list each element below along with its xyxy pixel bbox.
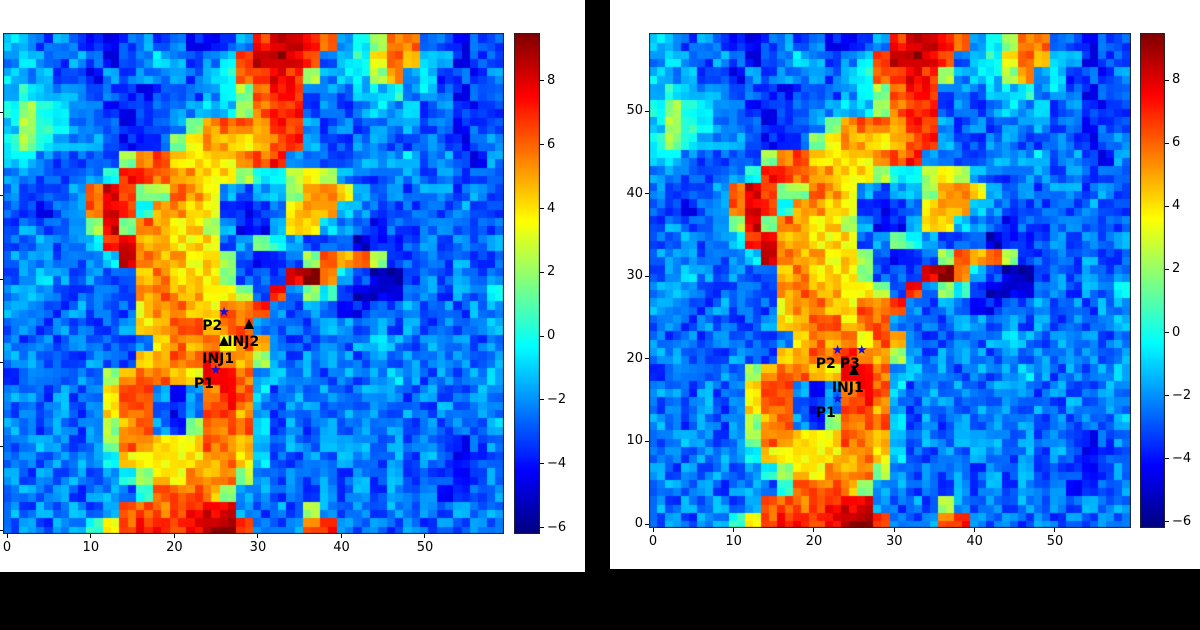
heatmap-right — [649, 33, 1131, 528]
colorbar-tick — [1165, 458, 1169, 460]
x-tick-label: 50 — [416, 540, 434, 555]
colorbar-tick — [540, 527, 544, 529]
colorbar-tick — [1165, 332, 1169, 334]
y-tick-label: 30 — [626, 268, 643, 284]
y-tick-label: 20 — [626, 350, 643, 366]
x-tick-label: 40 — [966, 534, 983, 549]
producer-star-icon: ★ — [831, 342, 844, 358]
y-tick — [0, 111, 3, 113]
x-tick-label: 10 — [82, 540, 100, 555]
x-tick — [973, 528, 975, 532]
colorbar-tick — [540, 463, 544, 465]
x-tick — [424, 534, 426, 538]
producer-star-icon: ★ — [218, 304, 230, 320]
colorbar-tick-label: 8 — [547, 72, 556, 88]
x-tick — [1054, 528, 1056, 532]
x-tick-label: 0 — [2, 540, 12, 555]
colorbar-tick-label: −4 — [547, 455, 567, 471]
colorbar-tick-label: 8 — [1172, 72, 1181, 88]
colorbar-tick-label: 6 — [1172, 135, 1181, 151]
colorbar-tick — [1165, 395, 1169, 397]
y-tick — [0, 529, 3, 531]
colorbar-tick — [540, 144, 544, 146]
x-tick — [813, 528, 815, 532]
colorbar-tick-label: 2 — [547, 264, 556, 280]
x-tick — [732, 528, 734, 532]
y-tick — [645, 275, 649, 277]
x-tick-label: 0 — [648, 534, 658, 549]
y-tick — [645, 523, 649, 525]
x-tick — [340, 534, 342, 538]
x-tick-label: 10 — [725, 534, 742, 549]
colorbar-tick — [540, 208, 544, 209]
y-tick-label: 10 — [626, 433, 643, 449]
injector-triangle-icon — [219, 336, 230, 347]
figure-right: 0 10 20 30 40 50 0 10 20 30 40 50 8 6 4 2 0 −2 −4 −6 ★ P2 ★ P3 I… — [610, 0, 1200, 569]
x-tick — [6, 534, 8, 538]
well-label-inj1: INJ1 — [202, 351, 235, 368]
y-tick-label: 40 — [626, 185, 643, 201]
x-tick-label: 20 — [805, 534, 823, 549]
colorbar-tick-label: 6 — [547, 136, 556, 152]
colorbar-tick — [1165, 521, 1169, 523]
colorbar-tick — [1165, 79, 1169, 81]
x-tick — [893, 528, 895, 532]
colorbar-tick-label: −6 — [547, 519, 567, 535]
y-tick — [0, 278, 3, 280]
producer-star-icon: ★ — [855, 342, 868, 358]
colorbar-tick — [1165, 205, 1169, 207]
well-label-inj1: INJ1 — [831, 380, 864, 397]
colorbar-tick-label: 2 — [1172, 261, 1181, 277]
colorbar-tick — [540, 335, 544, 337]
well-label-inj2: INJ2 — [227, 334, 260, 351]
y-tick-label: 50 — [626, 103, 643, 119]
colorbar-tick-label: 4 — [547, 200, 556, 216]
heatmap-left — [3, 33, 504, 534]
y-tick — [0, 362, 3, 364]
figure-left: 0 10 20 30 40 50 8 6 4 2 0 −2 −4 −6 ★ P2 ★ P1 INJ1 INJ2 — [0, 0, 585, 572]
colorbar-tick-label: −4 — [1172, 450, 1192, 466]
colorbar-tick-label: −6 — [1172, 513, 1192, 529]
x-tick — [90, 534, 92, 538]
injector-triangle-icon — [848, 365, 859, 376]
y-tick — [645, 440, 649, 442]
y-tick — [0, 195, 3, 197]
colorbar-tick-label: −2 — [547, 391, 567, 407]
colorbar-tick — [540, 80, 544, 82]
x-tick — [257, 534, 259, 538]
x-tick-label: 30 — [886, 534, 903, 549]
colorbar-tick-label: −2 — [1172, 387, 1192, 403]
x-tick-label: 30 — [249, 540, 267, 555]
colorbar-tick — [540, 271, 544, 273]
well-label-p2: P2 — [815, 355, 836, 372]
y-tick — [645, 193, 649, 195]
y-tick — [645, 358, 649, 360]
injector-triangle-icon — [244, 319, 255, 330]
colorbar-tick-label: 4 — [1172, 198, 1181, 214]
colorbar-right — [1140, 33, 1165, 528]
x-tick-label: 50 — [1046, 534, 1064, 549]
y-tick — [645, 110, 649, 112]
well-label-p1: P1 — [815, 405, 836, 422]
producer-star-icon: ★ — [831, 392, 844, 408]
x-tick — [652, 528, 654, 532]
colorbar-tick — [1165, 142, 1169, 144]
colorbar-tick-label: 0 — [547, 328, 556, 344]
y-tick — [0, 445, 3, 447]
well-label-p2: P2 — [202, 317, 223, 334]
x-tick-label: 20 — [166, 540, 183, 555]
colorbar-left — [514, 33, 540, 534]
colorbar-tick — [540, 399, 544, 401]
well-label-p1: P1 — [193, 376, 214, 393]
x-tick — [173, 534, 175, 538]
producer-star-icon: ★ — [209, 363, 222, 379]
x-tick-label: 40 — [333, 540, 350, 555]
colorbar-tick — [1165, 268, 1169, 270]
y-tick-label: 0 — [634, 516, 643, 531]
colorbar-tick-label: 0 — [1172, 324, 1181, 340]
